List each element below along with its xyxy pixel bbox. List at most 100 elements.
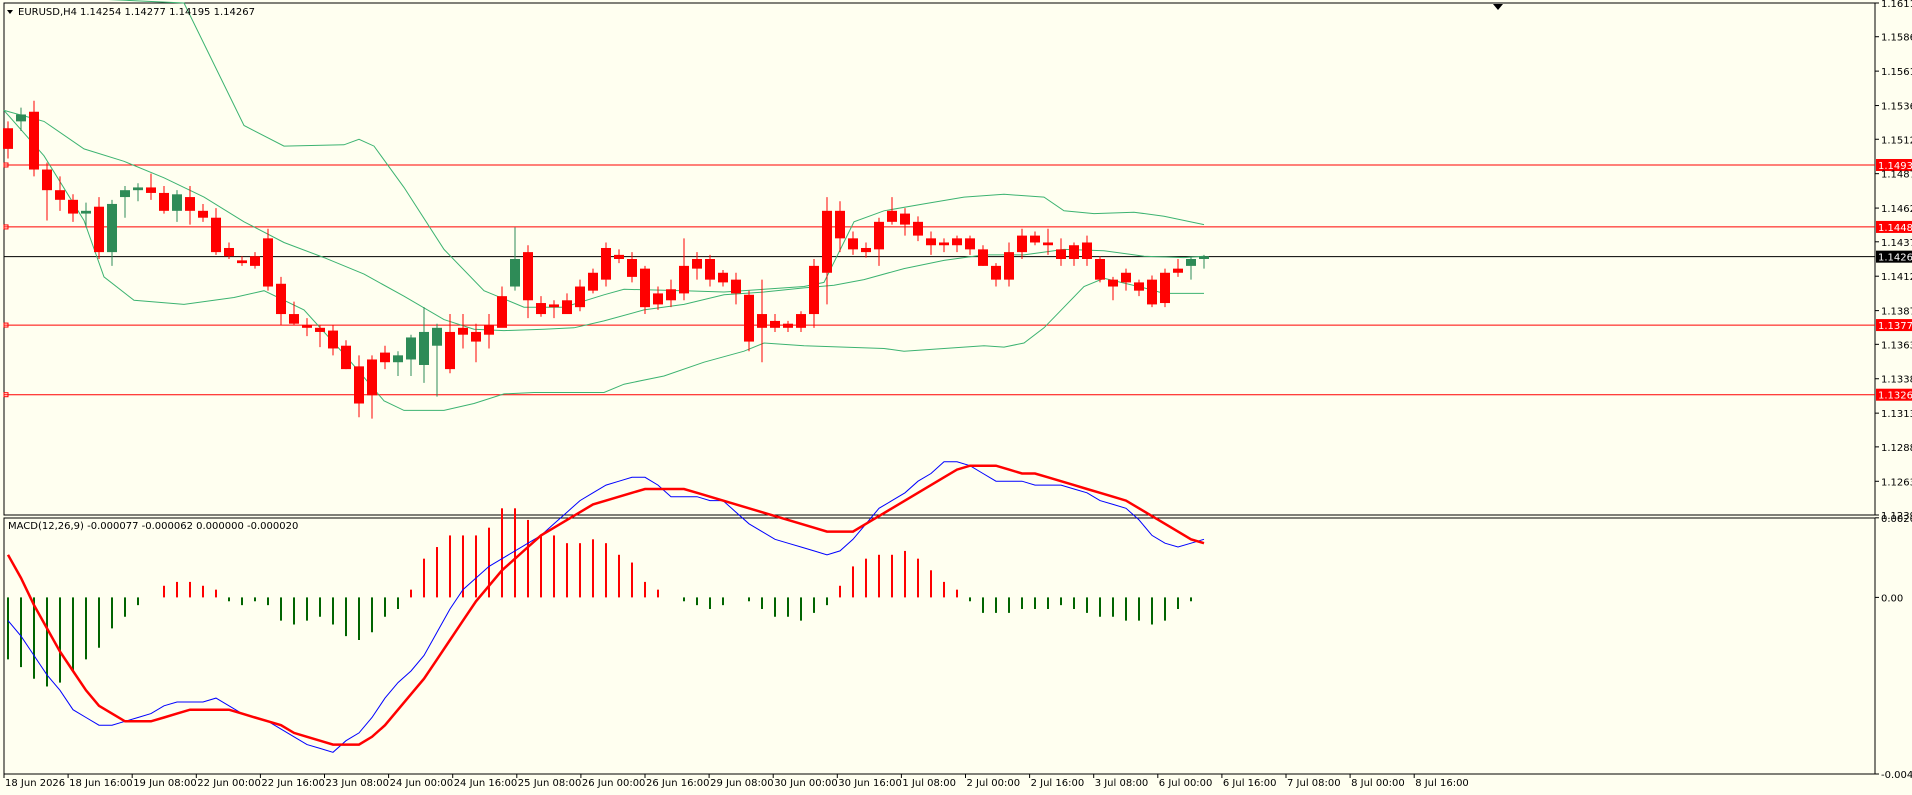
band-lower [3,110,1204,411]
candle-body [913,221,923,236]
candle-body [549,304,559,308]
candle-body [653,293,663,305]
candle-body [757,314,767,328]
band-upper [108,0,1205,308]
candle-body [731,279,741,294]
candle-body [445,331,455,370]
horizontal-levels: 1.14933 1.14483 1.13770 1.13264 1.14267 [3,158,1912,402]
shift-marker-icon[interactable] [1493,4,1503,10]
level-price-label: 1.13264 [1878,391,1912,402]
candle-body [315,327,325,332]
candle-body [328,330,338,349]
candle-body [1199,256,1209,259]
candle-body [1017,235,1027,253]
candle-body [1043,242,1053,246]
candle-body [1147,279,1157,305]
price-tick-label: 1.13380 [1881,375,1912,386]
candle-body [640,268,650,308]
candle-body [1095,259,1105,280]
candle-body [601,247,611,280]
macd-label: MACD(12,26,9) -0.000077 -0.000062 0.0000… [8,521,298,532]
symbol-label: EURUSD,H4 [18,7,77,18]
time-tick-label: 24 Jun 16:00 [454,778,518,789]
candle-body [926,238,936,246]
signal-line [6,464,1205,746]
candle-body [692,259,702,269]
level-handle[interactable] [3,322,9,328]
candle-body [874,221,884,250]
candle-body [562,300,572,315]
main-pane-border [3,2,1876,516]
candle-body [679,265,689,294]
candle-body [1056,249,1066,259]
time-tick-label: 19 Jun 08:00 [133,778,197,789]
price-tick-label: 1.12885 [1881,443,1912,454]
price-tick-label: 1.15865 [1881,33,1912,44]
level-price-box [1876,319,1912,332]
candle-body [744,294,754,342]
symbol-menu-icon[interactable] [7,10,13,14]
price-tick-label: 1.14125 [1881,272,1912,283]
time-tick-label: 30 Jun 16:00 [838,778,902,789]
time-tick-label: 6 Jul 16:00 [1223,778,1277,789]
candle-body [120,190,130,198]
ohlc-label: 1.14254 1.14277 1.14195 1.14267 [80,7,255,18]
time-tick-label: 18 Jun 2026 [5,778,65,789]
candle-body [185,197,195,211]
candle-body [1121,272,1131,283]
time-tick-label: 8 Jul 16:00 [1415,778,1469,789]
macd-tick-label: -0.00456 [1881,770,1912,781]
candle-body [575,286,585,308]
candles [3,100,1209,419]
time-axis: 18 Jun 2026 18 Jun 16:00 19 Jun 08:00 22 Ju… [3,774,1469,789]
candle-body [1030,235,1040,243]
time-tick-label: 25 Jun 08:00 [518,778,582,789]
macd-line [7,461,1205,753]
candle-body [159,192,169,211]
current-price-label: 1.14267 [1878,253,1912,264]
candle-body [393,355,403,363]
candle-body [1186,259,1196,266]
price-tick-label: 1.15615 [1881,67,1912,78]
level-handle[interactable] [3,392,9,398]
macd-indicator: 0.002055 0.00 -0.00456 [6,461,1912,781]
candle-body [1134,282,1144,291]
candle-body [1082,242,1092,259]
candle-body [1069,245,1079,259]
time-tick-label: 8 Jul 00:00 [1351,778,1405,789]
candle-body [380,352,390,363]
level-price-box [1876,220,1912,233]
candle-body [107,203,117,253]
candle-body [1004,252,1014,280]
time-tick-label: 22 Jun 16:00 [261,778,325,789]
candle-body [3,128,13,149]
time-tick-label: 7 Jul 08:00 [1287,778,1341,789]
price-tick-label: 1.15365 [1881,102,1912,113]
candle-body [939,242,949,246]
time-tick-label: 6 Jul 00:00 [1159,778,1213,789]
candle-body [848,238,858,250]
price-tick-label: 1.13875 [1881,307,1912,318]
candle-body [55,190,65,200]
price-tick-label: 1.13130 [1881,409,1912,420]
candle-body [341,345,351,370]
candle-body [822,210,832,273]
time-tick-label: 30 Jun 00:00 [774,778,838,789]
time-tick-label: 26 Jun 00:00 [582,778,646,789]
candle-body [497,296,507,328]
candle-body [978,249,988,266]
candle-body [289,314,299,324]
time-tick-label: 18 Jun 16:00 [69,778,133,789]
candle-body [614,254,624,259]
level-handle[interactable] [3,224,9,230]
candle-body [68,199,78,214]
candle-body [276,283,286,315]
candle-body [16,114,26,122]
candle-body [419,331,429,365]
level-handle[interactable] [3,162,9,168]
candle-body [705,259,715,280]
current-price-box [1876,250,1912,263]
candle-body [354,366,364,404]
time-tick-label: 26 Jun 16:00 [646,778,710,789]
